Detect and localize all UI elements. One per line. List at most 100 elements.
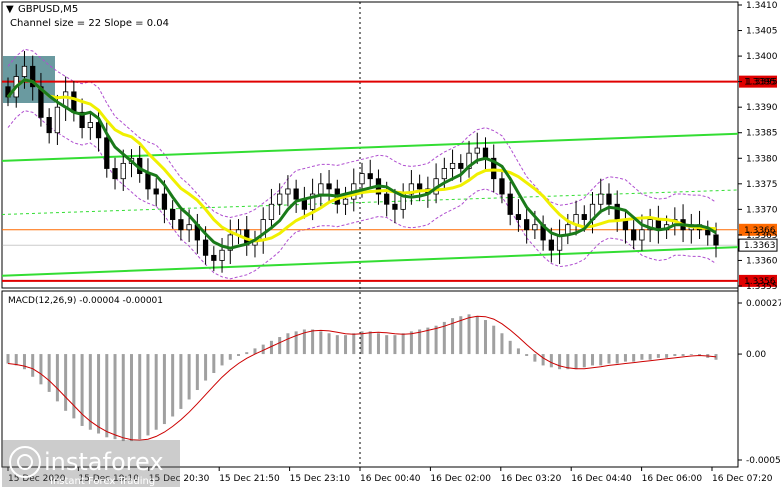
ma-fast-line — [6, 78, 717, 250]
macd-bar — [418, 329, 422, 355]
time-tick-label: 16 Dec 04:40 — [571, 474, 632, 484]
candle-body — [71, 91, 77, 113]
price-tick-label: 1.3405 — [746, 27, 778, 37]
macd-bar — [105, 354, 109, 438]
level-tag — [739, 274, 777, 287]
candle-body — [21, 65, 28, 77]
candle-body — [211, 254, 217, 261]
macd-bar — [467, 314, 471, 355]
macd-bar — [179, 354, 183, 409]
time-tick-label: 16 Dec 03:20 — [501, 474, 562, 484]
macd-bar — [319, 331, 323, 355]
price-tick-label: 1.3410 — [746, 1, 778, 11]
level-tag-label: 1.3395 — [744, 78, 776, 88]
level-tag-label: 1.3363 — [744, 241, 776, 251]
time-tick-label: 15 Dec 21:50 — [219, 474, 280, 484]
price-tick-label: 1.3395 — [746, 78, 778, 88]
macd-bar — [228, 354, 232, 360]
macd-bar — [55, 354, 59, 402]
macd-bar — [376, 333, 380, 355]
macd-bar — [311, 329, 315, 355]
level-tag — [738, 238, 778, 252]
macd-bar — [64, 354, 68, 411]
candle-body — [342, 198, 349, 205]
candle-body — [416, 183, 423, 190]
candle-body — [598, 193, 604, 205]
macd-bar — [97, 354, 101, 434]
macd-bar — [187, 354, 191, 400]
price-tick-label: 1.3355 — [746, 282, 778, 292]
macd-bar — [483, 320, 487, 355]
macd-bar — [582, 354, 586, 368]
time-tick-label: 15 Dec 23:10 — [290, 474, 351, 484]
macd-indicator: 0.00027 0.00 -0.00056 — [6, 299, 781, 466]
macd-bar — [516, 348, 520, 355]
macd-bar — [689, 354, 693, 355]
macd-bar — [615, 354, 619, 364]
watermark: instaforex Instant Forex Trading — [2, 440, 180, 487]
candle-body — [170, 208, 176, 220]
macd-bar — [212, 354, 216, 373]
macd-bar — [237, 354, 241, 356]
time-tick-label: 16 Dec 07:20 — [712, 474, 773, 484]
macd-bar — [525, 354, 529, 356]
macd-bar — [253, 348, 257, 355]
macd-bar — [648, 354, 652, 360]
macd-bar — [154, 354, 158, 430]
macd-bar — [623, 354, 627, 362]
price-tick-label: 1.3380 — [746, 154, 778, 164]
level-lines: 1.3395 1.3366 1.3363 1.3356 — [2, 75, 778, 287]
candle-body — [285, 188, 291, 195]
candle-body — [705, 229, 711, 236]
macd-bar — [360, 331, 364, 355]
macd-bar — [294, 331, 298, 355]
candle-body — [614, 203, 620, 220]
watermark-brand: instaforex — [44, 448, 164, 476]
dropdown-arrow-icon[interactable]: ▼ — [6, 4, 14, 15]
macd-bar — [162, 354, 166, 425]
macd-signal-line — [7, 315, 717, 441]
macd-bar — [204, 354, 208, 381]
envelope-lower — [7, 110, 717, 280]
macd-bar — [88, 354, 92, 430]
price-tick-label: 1.3365 — [746, 231, 778, 241]
price-tick-label: 1.3400 — [746, 52, 778, 62]
macd-bar — [344, 335, 348, 355]
candle-body — [38, 86, 44, 118]
macd-bar — [261, 344, 265, 355]
candle-body — [458, 162, 464, 169]
candle-body — [95, 122, 102, 139]
candle-body — [309, 193, 316, 210]
candle-body — [713, 234, 719, 246]
symbol-label: GBPUSD,M5 — [18, 4, 78, 15]
candle-body — [392, 203, 398, 210]
macd-bar — [72, 354, 76, 419]
macd-bar — [385, 335, 389, 355]
macd-bar — [245, 352, 249, 355]
macd-bar — [640, 354, 644, 360]
envelope-bands — [7, 48, 717, 280]
level-tag-label: 1.3356 — [744, 277, 776, 287]
macd-bar — [129, 354, 133, 442]
macd-bar — [442, 321, 446, 355]
candle-body — [219, 249, 225, 261]
candle-body — [161, 193, 168, 210]
macd-bar — [352, 333, 356, 355]
macd-bar — [286, 333, 290, 355]
candle-body — [507, 193, 513, 215]
macd-bar — [14, 354, 18, 366]
time-tick-label: 15 Dec 20:30 — [149, 474, 210, 484]
macd-bar — [492, 325, 496, 355]
macd-bar — [302, 329, 306, 355]
macd-tick-label: 0.00 — [746, 350, 766, 360]
candle-body — [79, 111, 85, 129]
candle-body — [359, 173, 365, 185]
macd-bar — [632, 354, 636, 362]
macd-bar — [368, 331, 372, 355]
candle-body — [631, 229, 637, 241]
candle-body — [46, 117, 52, 134]
time-tick-label: 15 Dec 2020 — [8, 474, 66, 484]
candle-body — [524, 219, 530, 231]
price-tick-label: 1.3360 — [746, 256, 778, 266]
